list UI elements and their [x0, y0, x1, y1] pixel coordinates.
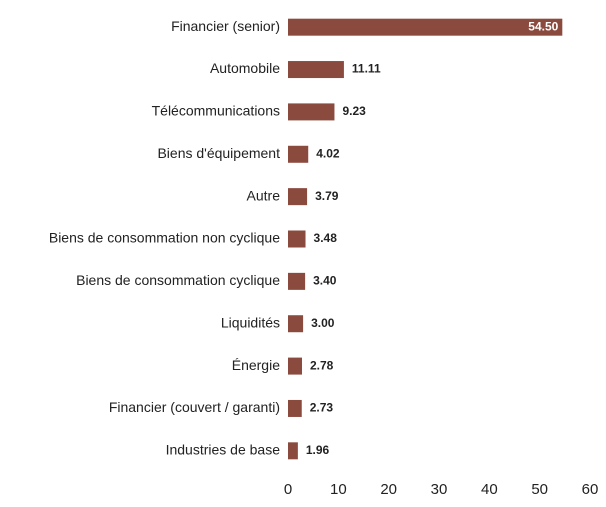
value-label: 4.02	[316, 146, 340, 160]
category-label: Liquidités	[221, 314, 280, 330]
category-label: Biens d'équipement	[157, 145, 280, 161]
category-label: Automobile	[210, 60, 280, 76]
category-label: Financier (senior)	[171, 18, 280, 34]
category-label: Biens de consommation non cyclique	[49, 230, 280, 246]
x-tick-label: 0	[284, 481, 292, 498]
value-label: 2.73	[310, 401, 334, 415]
category-label: Énergie	[232, 357, 280, 373]
value-label: 3.40	[313, 274, 337, 288]
value-label: 9.23	[342, 104, 366, 118]
bar	[288, 357, 302, 375]
bar	[288, 315, 304, 333]
category-label: Télécommunications	[152, 103, 280, 119]
value-label: 54.50	[528, 19, 558, 33]
category-label: Financier (couvert / garanti)	[109, 399, 280, 415]
value-label: 11.11	[352, 62, 381, 76]
value-label: 1.96	[306, 443, 330, 457]
x-tick-label: 40	[481, 481, 498, 498]
bar	[288, 399, 302, 417]
bar	[288, 61, 344, 79]
x-tick-label: 50	[531, 481, 548, 498]
category-label: Biens de consommation cyclique	[76, 272, 280, 288]
x-tick-label: 20	[380, 481, 397, 498]
bar	[288, 103, 335, 121]
value-label: 3.48	[314, 231, 338, 245]
value-label: 3.79	[315, 189, 339, 203]
bar	[288, 272, 306, 290]
category-label: Autre	[247, 187, 281, 203]
x-tick-label: 60	[582, 481, 599, 498]
bar	[288, 230, 306, 248]
x-tick-label: 30	[431, 481, 448, 498]
x-tick-label: 10	[330, 481, 347, 498]
category-label: Industries de base	[166, 442, 281, 458]
bar	[288, 145, 309, 163]
bar	[288, 442, 298, 460]
value-label: 3.00	[311, 316, 335, 330]
bar	[288, 188, 308, 206]
bar	[288, 18, 563, 36]
value-label: 2.78	[310, 358, 334, 372]
